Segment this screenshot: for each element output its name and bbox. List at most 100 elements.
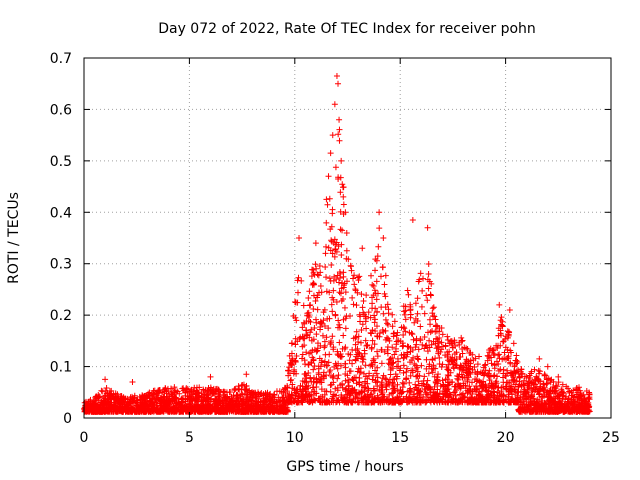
data-point bbox=[393, 341, 400, 348]
data-point bbox=[392, 387, 399, 394]
data-point bbox=[337, 174, 344, 181]
data-point bbox=[421, 345, 428, 352]
data-point bbox=[494, 373, 501, 380]
data-point bbox=[359, 358, 366, 365]
data-point bbox=[312, 261, 319, 268]
data-point bbox=[134, 397, 141, 404]
data-point bbox=[544, 388, 551, 395]
data-point bbox=[540, 380, 547, 387]
data-point bbox=[417, 323, 424, 330]
data-point bbox=[325, 325, 332, 332]
data-point bbox=[352, 357, 359, 364]
data-point bbox=[319, 332, 326, 339]
data-point bbox=[335, 80, 342, 87]
data-point bbox=[528, 379, 535, 386]
data-point bbox=[329, 393, 336, 400]
data-point bbox=[327, 226, 334, 233]
data-point bbox=[440, 393, 447, 400]
data-point bbox=[372, 267, 379, 274]
data-point bbox=[200, 386, 207, 393]
data-point bbox=[392, 399, 399, 406]
data-point bbox=[340, 269, 347, 276]
y-tick-labels: 0 0.1 0.2 0.3 0.4 0.5 0.6 0.7 bbox=[50, 51, 72, 427]
data-point bbox=[404, 343, 411, 350]
data-point bbox=[445, 381, 452, 388]
data-point bbox=[445, 394, 452, 401]
data-point bbox=[358, 291, 365, 298]
data-point bbox=[481, 362, 488, 369]
data-point bbox=[327, 339, 334, 346]
data-point bbox=[515, 383, 522, 390]
data-point bbox=[432, 365, 439, 372]
data-point bbox=[434, 386, 441, 393]
data-point bbox=[389, 323, 396, 330]
data-point bbox=[421, 310, 428, 317]
data-point bbox=[467, 394, 474, 401]
data-point bbox=[357, 339, 364, 346]
data-point bbox=[336, 324, 343, 331]
data-point bbox=[367, 314, 374, 321]
data-point bbox=[313, 375, 320, 382]
y-tick-label: 0.5 bbox=[50, 154, 72, 170]
data-point bbox=[504, 370, 511, 377]
data-point bbox=[382, 272, 389, 279]
data-point bbox=[531, 402, 538, 409]
data-point bbox=[349, 360, 356, 367]
data-point bbox=[382, 293, 389, 300]
data-point bbox=[379, 384, 386, 391]
data-point bbox=[369, 294, 376, 301]
data-point bbox=[340, 193, 347, 200]
data-point bbox=[429, 305, 436, 312]
data-point bbox=[314, 345, 321, 352]
data-point bbox=[351, 281, 358, 288]
data-point bbox=[402, 376, 409, 383]
data-point bbox=[390, 385, 397, 392]
data-point bbox=[320, 372, 327, 379]
data-point bbox=[496, 301, 503, 308]
data-point bbox=[350, 377, 357, 384]
data-point bbox=[361, 384, 368, 391]
data-point bbox=[380, 372, 387, 379]
data-point bbox=[340, 332, 347, 339]
data-point bbox=[288, 376, 295, 383]
data-point bbox=[444, 366, 451, 373]
data-point bbox=[464, 346, 471, 353]
data-point bbox=[330, 379, 337, 386]
data-point bbox=[354, 274, 361, 281]
data-point bbox=[336, 289, 343, 296]
data-point bbox=[310, 378, 317, 385]
data-point bbox=[357, 318, 364, 325]
data-point bbox=[313, 265, 320, 272]
data-point bbox=[511, 368, 518, 375]
data-point bbox=[459, 345, 466, 352]
data-point bbox=[393, 332, 400, 339]
data-point bbox=[460, 367, 467, 374]
x-tick-label: 5 bbox=[185, 430, 194, 446]
data-point bbox=[363, 292, 370, 299]
data-point bbox=[286, 352, 293, 359]
data-point bbox=[513, 357, 520, 364]
data-point bbox=[544, 363, 551, 370]
data-point bbox=[460, 390, 467, 397]
data-point bbox=[146, 389, 153, 396]
data-point bbox=[431, 383, 438, 390]
data-point bbox=[232, 385, 239, 392]
data-point bbox=[446, 348, 453, 355]
data-point bbox=[444, 353, 451, 360]
data-point bbox=[294, 277, 301, 284]
data-point bbox=[301, 357, 308, 364]
data-point bbox=[407, 359, 414, 366]
data-point bbox=[394, 381, 401, 388]
data-point bbox=[330, 287, 337, 294]
data-point bbox=[402, 316, 409, 323]
data-point bbox=[400, 369, 407, 376]
data-point bbox=[527, 370, 534, 377]
data-point bbox=[332, 164, 339, 171]
data-point bbox=[391, 351, 398, 358]
data-point bbox=[407, 348, 414, 355]
data-point bbox=[507, 359, 514, 366]
data-point bbox=[348, 263, 355, 270]
data-point bbox=[147, 397, 154, 404]
data-point bbox=[337, 353, 344, 360]
data-point bbox=[357, 369, 364, 376]
